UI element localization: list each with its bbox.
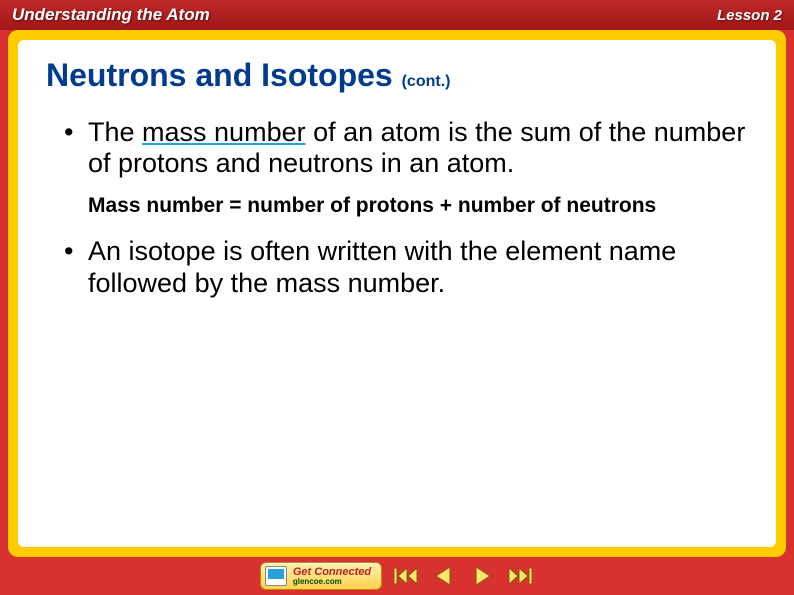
chevron-left-icon (433, 565, 455, 587)
content-area: Neutrons and Isotopes (cont.) The mass n… (18, 40, 776, 547)
slide-title: Neutrons and Isotopes (cont.) (46, 58, 748, 93)
slide-title-cont: (cont.) (402, 73, 451, 90)
get-connected-text: Get Connected glencoe.com (293, 567, 371, 586)
bullet-list: An isotope is often written with the ele… (46, 236, 748, 298)
get-connected-url: glencoe.com (293, 578, 371, 586)
nav-first-button[interactable] (392, 563, 420, 589)
get-connected-button[interactable]: Get Connected glencoe.com (260, 562, 382, 590)
bullet-list: The mass number of an atom is the sum of… (46, 117, 748, 179)
equation-line: Mass number = number of protons + number… (46, 193, 748, 218)
nav-last-button[interactable] (506, 563, 534, 589)
get-connected-label: Get Connected (293, 567, 371, 578)
header-title: Understanding the Atom (12, 5, 210, 25)
nav-next-button[interactable] (468, 563, 496, 589)
bullet-item: The mass number of an atom is the sum of… (64, 117, 748, 179)
nav-prev-button[interactable] (430, 563, 458, 589)
bullet-item: An isotope is often written with the ele… (64, 236, 748, 298)
monitor-icon (265, 566, 287, 586)
lesson-badge: Lesson 2 (717, 7, 782, 24)
yellow-border: Neutrons and Isotopes (cont.) The mass n… (8, 30, 786, 557)
forward-last-icon (507, 565, 533, 587)
bullet-text-post: An isotope is often written with the ele… (88, 236, 676, 297)
rewind-first-icon (393, 565, 419, 587)
chevron-right-icon (471, 565, 493, 587)
nav-bar: Get Connected glencoe.com (0, 557, 794, 595)
header-bar: Understanding the Atom Lesson 2 (0, 0, 794, 30)
slide-title-main: Neutrons and Isotopes (46, 57, 393, 93)
bullet-text-pre: The (88, 117, 142, 147)
slide-frame: Understanding the Atom Lesson 2 Neutrons… (0, 0, 794, 595)
vocab-term[interactable]: mass number (142, 117, 306, 147)
